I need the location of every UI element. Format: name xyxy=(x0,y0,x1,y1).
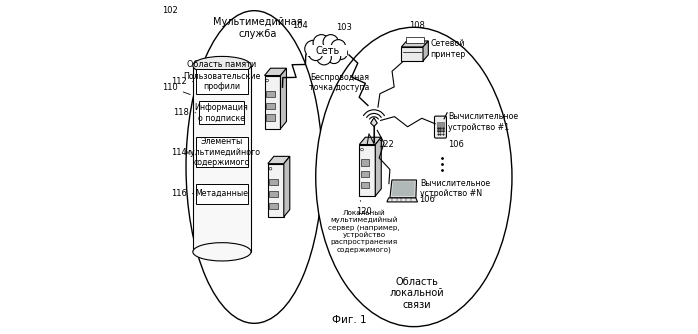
Text: 112: 112 xyxy=(171,77,193,86)
Text: 120: 120 xyxy=(356,200,372,216)
Circle shape xyxy=(327,50,341,63)
Text: Вычислительное
устройство #1: Вычислительное устройство #1 xyxy=(448,113,518,132)
Polygon shape xyxy=(265,68,286,75)
FancyBboxPatch shape xyxy=(361,160,369,166)
Text: 110: 110 xyxy=(162,83,191,95)
Text: Мультимедийная
служба: Мультимедийная служба xyxy=(213,17,302,39)
Text: Локальный
мультимедийный
сервер (например,
устройство
распространения
содержимог: Локальный мультимедийный сервер (наприме… xyxy=(328,209,400,253)
Polygon shape xyxy=(371,118,378,127)
FancyBboxPatch shape xyxy=(193,65,251,252)
Circle shape xyxy=(323,35,339,50)
Text: 104: 104 xyxy=(292,21,307,30)
Polygon shape xyxy=(423,41,429,61)
Polygon shape xyxy=(387,198,417,202)
FancyBboxPatch shape xyxy=(269,191,278,197)
Text: Область памяти: Область памяти xyxy=(187,60,257,69)
Polygon shape xyxy=(281,68,286,129)
FancyBboxPatch shape xyxy=(437,123,444,131)
Circle shape xyxy=(331,40,346,54)
Circle shape xyxy=(309,47,322,60)
Text: Элементы
мультимедийного
содержимого: Элементы мультимедийного содержимого xyxy=(184,137,260,167)
Text: 106: 106 xyxy=(419,195,435,204)
FancyBboxPatch shape xyxy=(196,137,248,167)
Polygon shape xyxy=(401,41,429,47)
Text: Область
локальной
связи: Область локальной связи xyxy=(390,277,445,310)
Text: 122: 122 xyxy=(378,140,394,149)
Text: 114: 114 xyxy=(171,148,193,157)
Polygon shape xyxy=(406,37,424,43)
Text: 116: 116 xyxy=(171,189,193,198)
Text: Пользовательские
профили: Пользовательские профили xyxy=(183,72,260,91)
Polygon shape xyxy=(359,145,376,196)
Text: Сеть: Сеть xyxy=(315,45,339,55)
Text: 108: 108 xyxy=(410,21,425,30)
FancyBboxPatch shape xyxy=(269,179,278,185)
Polygon shape xyxy=(284,156,290,217)
Text: Сетевой
принтер: Сетевой принтер xyxy=(431,39,466,59)
Circle shape xyxy=(305,40,322,57)
Polygon shape xyxy=(307,45,347,55)
FancyBboxPatch shape xyxy=(196,69,248,94)
Text: Метаданные: Метаданные xyxy=(195,189,248,198)
Polygon shape xyxy=(392,181,415,196)
Text: 106: 106 xyxy=(448,140,463,149)
FancyBboxPatch shape xyxy=(266,114,274,121)
Polygon shape xyxy=(376,137,381,196)
Circle shape xyxy=(269,167,272,170)
Text: Беспроводная
точка доступа: Беспроводная точка доступа xyxy=(309,73,369,92)
Ellipse shape xyxy=(193,243,251,261)
Circle shape xyxy=(334,46,348,59)
FancyBboxPatch shape xyxy=(196,184,248,204)
Polygon shape xyxy=(359,137,381,145)
Text: 102: 102 xyxy=(162,6,178,15)
FancyBboxPatch shape xyxy=(266,103,274,109)
Circle shape xyxy=(361,148,363,151)
Text: 118: 118 xyxy=(174,108,196,117)
Circle shape xyxy=(313,35,329,51)
Polygon shape xyxy=(305,46,349,58)
Circle shape xyxy=(266,79,269,82)
Ellipse shape xyxy=(186,11,322,323)
Polygon shape xyxy=(265,75,281,129)
Polygon shape xyxy=(268,156,290,164)
Polygon shape xyxy=(390,180,417,198)
Polygon shape xyxy=(401,47,423,61)
Circle shape xyxy=(317,50,332,65)
Ellipse shape xyxy=(315,27,512,327)
FancyBboxPatch shape xyxy=(266,91,274,97)
Ellipse shape xyxy=(193,56,251,75)
FancyBboxPatch shape xyxy=(434,116,447,138)
Text: 103: 103 xyxy=(336,23,352,32)
Polygon shape xyxy=(268,164,284,217)
FancyBboxPatch shape xyxy=(361,182,369,188)
FancyBboxPatch shape xyxy=(199,101,244,125)
Text: Фиг. 1: Фиг. 1 xyxy=(332,315,366,325)
Text: Информация
о подписке: Информация о подписке xyxy=(195,103,248,123)
Text: Вычислительное
устройство #N: Вычислительное устройство #N xyxy=(419,179,490,198)
FancyBboxPatch shape xyxy=(361,171,369,177)
FancyBboxPatch shape xyxy=(269,202,278,209)
